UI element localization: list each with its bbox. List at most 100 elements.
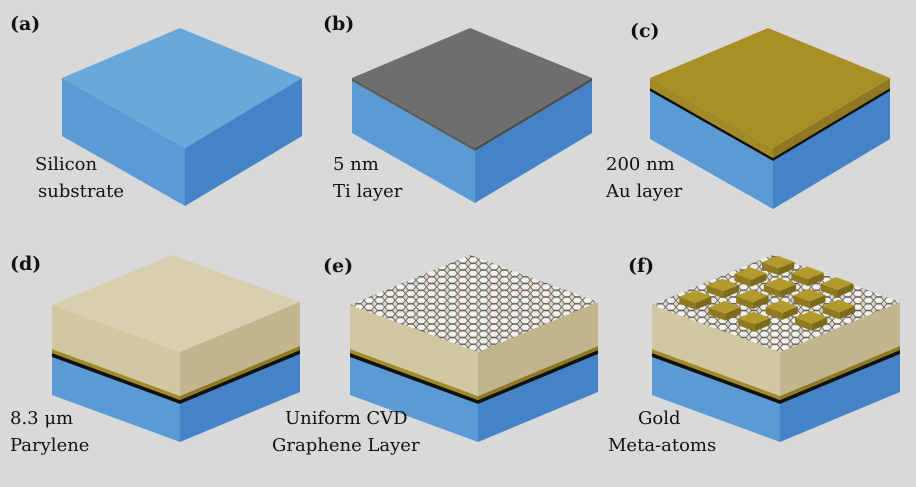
caption: substrate — [38, 181, 124, 202]
meta-atom-top — [734, 267, 767, 280]
caption: Meta-atoms — [608, 435, 716, 456]
caption: Ti layer — [333, 181, 403, 202]
layer-side — [650, 91, 773, 209]
layer-side — [780, 346, 900, 400]
meta-atom-side — [782, 306, 798, 320]
layer-side — [478, 354, 598, 442]
meta-atom-side — [695, 296, 712, 310]
meta-atom-top — [706, 278, 739, 292]
layer-side — [52, 349, 180, 400]
meta-atom-side — [780, 284, 797, 298]
meta-atom-top — [791, 266, 824, 280]
layer-side — [475, 81, 592, 203]
meta-atom-side — [738, 318, 755, 332]
meta-atom-side — [708, 307, 726, 321]
layer-side — [180, 302, 300, 396]
panel-label: (b) — [323, 13, 354, 35]
meta-atom-side — [762, 262, 779, 276]
meta-atom-side — [734, 273, 751, 287]
meta-atom-side — [736, 296, 753, 310]
caption: Graphene Layer — [272, 435, 420, 456]
meta-atom-side — [822, 306, 840, 320]
layer-side — [62, 78, 185, 206]
layer-side — [650, 88, 773, 161]
meta-atom-top — [679, 290, 712, 303]
layer-side — [773, 78, 890, 158]
meta-atom-side — [725, 307, 741, 321]
meta-atom-side — [837, 283, 854, 297]
meta-atom-top — [765, 300, 798, 313]
panel-label: (c) — [630, 20, 660, 42]
layer-side — [350, 305, 478, 396]
layer-side — [652, 305, 780, 396]
meta-atom-top — [763, 278, 797, 291]
layer-side — [478, 350, 598, 404]
meta-atom-top — [793, 288, 826, 302]
panel-label: (e) — [323, 255, 353, 277]
caption: Gold — [638, 408, 681, 429]
panel-label: (d) — [10, 253, 41, 275]
layer-side — [475, 78, 592, 151]
blocks — [52, 28, 900, 442]
caption: 5 nm — [333, 154, 379, 175]
meta-atom-side — [793, 295, 810, 309]
layer-side — [52, 353, 180, 404]
layer-side — [185, 78, 302, 206]
meta-atom-side — [791, 273, 809, 287]
layer-side — [652, 349, 780, 400]
caption: Silicon — [35, 154, 98, 175]
panel-label: (f) — [628, 255, 654, 277]
meta-atom-side — [820, 283, 838, 297]
layer-side — [180, 350, 300, 404]
layer-side — [352, 81, 475, 203]
layer-side — [773, 91, 890, 209]
caption: Parylene — [10, 435, 89, 456]
meta-atom-top — [708, 301, 741, 314]
meta-atom-side — [839, 305, 855, 320]
au-top — [650, 28, 890, 148]
layer-side — [478, 346, 598, 400]
layer-side — [780, 302, 900, 396]
meta-atom-top — [762, 255, 795, 269]
meta-atom-side — [811, 317, 828, 331]
layer-side — [650, 78, 773, 158]
caption: Au layer — [605, 181, 683, 202]
silicon-top — [62, 28, 302, 148]
caption: 200 nm — [606, 154, 675, 175]
layer-side — [773, 88, 890, 161]
layer-side — [478, 302, 598, 396]
meta-atom-side — [706, 285, 724, 299]
meta-atom-side — [752, 295, 769, 310]
meta-atom-side — [808, 272, 824, 287]
caption: 8.3 μm — [10, 408, 73, 429]
meta-atom-side — [809, 294, 826, 309]
layer-side — [780, 350, 900, 404]
meta-atom-top — [822, 299, 855, 313]
meta-atom-side — [754, 317, 771, 332]
layer-side — [180, 354, 300, 442]
meta-atom-side — [763, 284, 781, 298]
layer-side — [350, 357, 478, 442]
meta-atom-top — [738, 311, 771, 325]
layer-side — [652, 357, 780, 442]
meta-atom-side — [795, 317, 812, 331]
meta-atom-top — [820, 277, 854, 290]
meta-atom-top — [736, 289, 769, 303]
layer-side — [350, 349, 478, 400]
ti-top — [352, 28, 592, 148]
meta-atom-side — [778, 261, 795, 276]
meta-atom-side — [723, 284, 739, 299]
meta-atom-side — [679, 296, 696, 310]
meta-atom-side — [751, 273, 767, 287]
layer-side — [52, 305, 180, 396]
layer-side — [652, 353, 780, 404]
meta-atom-top — [795, 311, 828, 324]
caption: Uniform CVD — [285, 408, 408, 429]
layer-side — [352, 78, 475, 151]
meta-atom-side — [765, 306, 783, 320]
panel-label: (a) — [10, 13, 40, 35]
layer-side — [180, 346, 300, 400]
layer-side — [350, 353, 478, 404]
layer-side — [780, 354, 900, 442]
